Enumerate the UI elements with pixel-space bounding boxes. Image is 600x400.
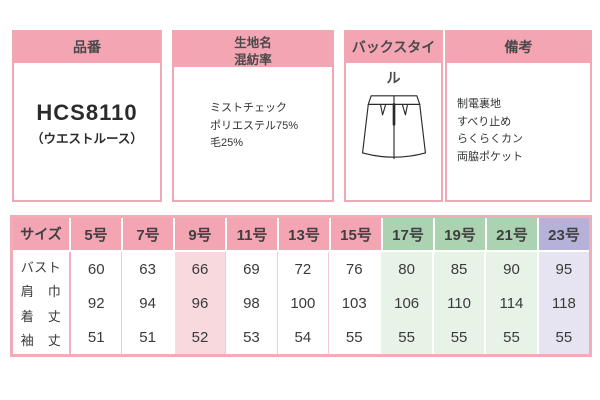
size-value-cell: 54	[294, 328, 312, 346]
size-table: サイズ 5号 7号 9号 11号 13号 15号 17号 19号 21号 23号 バスト肩 巾着 丈…	[10, 215, 592, 357]
size-value-cell: 96	[191, 294, 209, 312]
fabric-line: ミストチェック	[210, 102, 287, 114]
size-column-header: 19号	[433, 218, 485, 250]
size-value-cell: 55	[450, 328, 468, 346]
size-column-header: 7号	[121, 218, 173, 250]
size-column-header: 21号	[485, 218, 537, 250]
size-value-column: 69 98 53	[225, 252, 277, 354]
size-value-column: 95 118 55	[536, 252, 590, 354]
fabric-title-line1: 生地名	[234, 36, 272, 50]
size-value-cell: 53	[243, 328, 260, 346]
size-column-header: 13号	[277, 218, 329, 250]
fabric-box: 生地名 混紡率 ミストチェック ポリエステル75% 毛25%	[172, 30, 334, 202]
size-value-column: 60 92 51	[69, 252, 122, 354]
size-value-cell: 114	[499, 294, 524, 312]
backstyle-header: バックスタイル	[346, 32, 441, 86]
product-code: HCS8110	[36, 100, 138, 125]
remark-line: すべり止め	[457, 115, 512, 128]
remark-line: 制電裏地	[457, 98, 501, 110]
size-value-cell: 85	[450, 260, 468, 278]
product-number-body: HCS8110 （ウエストルース）	[14, 55, 160, 192]
size-column-header: 17号	[381, 218, 433, 250]
fabric-title-line2: 混紡率	[234, 52, 272, 67]
size-value-cell: 55	[398, 328, 415, 346]
size-value-cell: 72	[294, 260, 312, 278]
size-column-header: 15号	[329, 218, 381, 250]
size-value-cell: 90	[503, 260, 520, 278]
measurement-row-label: バスト	[20, 259, 62, 275]
size-value-column: 63 94 51	[121, 252, 173, 354]
size-column-header: 11号	[225, 218, 277, 250]
size-value-cell: 94	[139, 294, 156, 312]
measurement-row-label: 着 丈	[20, 308, 62, 324]
size-table-header-row: サイズ 5号 7号 9号 11号 13号 15号 17号 19号 21号 23号	[13, 218, 589, 250]
size-value-cell: 92	[87, 294, 105, 312]
size-table-corner-label: サイズ	[13, 218, 69, 250]
size-value-column: 90 114 55	[484, 252, 537, 354]
size-value-column: 66 96 52	[172, 252, 226, 354]
size-value-cell: 76	[345, 260, 363, 278]
size-value-cell: 51	[87, 328, 105, 346]
size-column-header: 9号	[173, 218, 225, 250]
size-value-column: 76 103 55	[328, 252, 380, 354]
fabric-header: 生地名 混紡率	[174, 32, 332, 67]
remark-line: らくらくカン	[457, 133, 523, 146]
size-value-column: 85 110 55	[431, 252, 485, 354]
size-value-cell: 63	[139, 260, 156, 278]
fabric-details: ミストチェック ポリエステル75% 毛25%	[174, 67, 332, 153]
size-value-cell: 69	[243, 260, 260, 278]
size-value-cell: 55	[345, 328, 363, 346]
measurement-row-label: 肩 巾	[20, 284, 62, 300]
size-value-cell: 60	[87, 260, 105, 278]
product-number-header: 品番	[14, 32, 160, 63]
size-value-cell: 55	[503, 328, 520, 346]
remarks-box: 備考 制電裏地すべり止めらくらくカン 両脇ポケット	[445, 30, 592, 202]
fabric-line: ポリエステル75%	[210, 119, 299, 132]
product-number-box: 品番 HCS8110 （ウエストルース）	[12, 30, 162, 202]
size-value-cell: 98	[243, 294, 260, 312]
size-value-cell: 55	[555, 328, 573, 346]
remark-line: 両脇ポケット	[457, 150, 523, 163]
size-value-cell: 66	[191, 260, 209, 278]
size-value-cell: 118	[551, 294, 576, 312]
size-table-row-labels: バスト肩 巾着 丈袖 丈	[13, 252, 69, 354]
fabric-line: 毛25%	[210, 137, 244, 150]
size-value-cell: 100	[290, 294, 316, 312]
size-value-cell: 52	[191, 328, 209, 346]
remarks-details: 制電裏地すべり止めらくらくカン 両脇ポケット	[447, 63, 590, 166]
size-value-cell: 103	[341, 294, 367, 312]
size-value-column: 72 100 54	[276, 252, 329, 354]
size-value-cell: 80	[398, 260, 415, 278]
skirt-back-illustration	[361, 94, 426, 159]
measurement-row-label: 袖 丈	[20, 333, 62, 349]
size-value-cell: 51	[139, 328, 156, 346]
size-value-cell: 110	[447, 294, 471, 312]
size-column-header: 5号	[69, 218, 121, 250]
size-value-cell: 95	[555, 260, 573, 278]
size-value-cell: 106	[394, 294, 420, 312]
size-column-header: 23号	[537, 218, 589, 250]
size-value-column: 80 106 55	[379, 252, 432, 354]
backstyle-box: バックスタイル	[344, 30, 443, 202]
size-table-body: バスト肩 巾着 丈袖 丈 60 92 51 63 94 51 66 96 52 69 98 53 72 1…	[13, 250, 590, 354]
size-table-value-columns: 60 92 51 63 94 51 66 96 52 69 98 53 72 100 54 76 103 55 80…	[69, 252, 590, 354]
product-variant: （ウエストルース）	[31, 132, 143, 146]
backstyle-body	[346, 63, 441, 200]
remarks-header: 備考	[447, 32, 590, 63]
